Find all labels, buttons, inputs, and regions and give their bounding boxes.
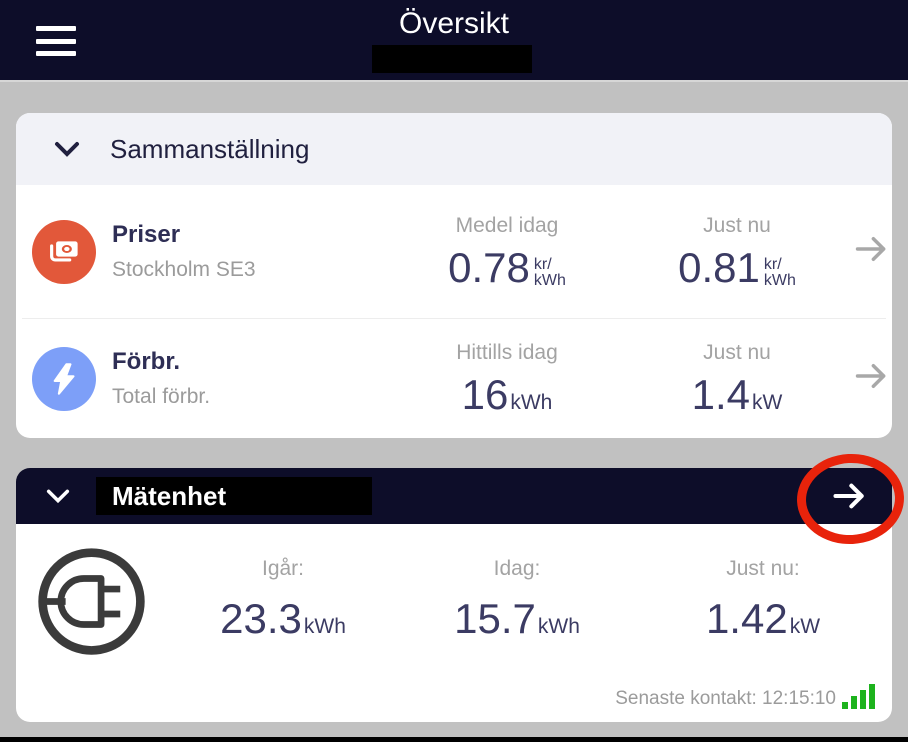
meter-yesterday-unit: kWh <box>303 615 346 638</box>
prices-avg-unit-top: kr/ <box>533 256 552 273</box>
row-divider <box>22 318 886 319</box>
meter-now-label: Just nu: <box>726 557 800 580</box>
meter-yesterday-value: 23.3 <box>220 595 302 642</box>
consumption-today-label: Hittills idag <box>456 341 558 364</box>
prices-title: Priser <box>112 221 181 248</box>
prices-avg-value: 0.78 <box>448 244 530 291</box>
meter-title: Mätenhet <box>112 480 227 511</box>
meter-now-unit: kW <box>789 615 821 638</box>
summary-card-header[interactable]: Sammanställning <box>16 113 892 185</box>
consumption-today-value: 16 <box>461 371 509 418</box>
page-title: Översikt <box>398 7 509 40</box>
consumption-now-value: 1.4 <box>691 371 751 418</box>
meter-now-value: 1.42 <box>705 595 788 642</box>
prices-now-unit-bottom: kWh <box>763 272 796 289</box>
consumption-now-unit: kW <box>752 391 783 414</box>
lightning-icon <box>32 346 96 411</box>
meter-today-unit: kWh <box>537 615 580 638</box>
prices-now-label: Just nu <box>703 214 771 237</box>
consumption-title: Förbr. <box>112 348 181 375</box>
redacted-box <box>372 45 532 73</box>
consumption-today-unit: kWh <box>510 391 553 414</box>
prices-avg-label: Medel idag <box>455 214 559 237</box>
signal-strength-icon <box>842 682 876 710</box>
prices-now-value: 0.81 <box>678 244 760 291</box>
redacted-box: Mätenhet <box>96 477 372 515</box>
consumption-subtitle: Total förbr. <box>112 385 211 408</box>
meter-today-value: 15.7 <box>454 595 536 642</box>
banknote-icon <box>32 219 96 284</box>
app-bar: Översikt <box>0 0 908 82</box>
consumption-row[interactable]: Förbr. Total förbr. Hittills idag 16 kWh… <box>16 319 892 438</box>
prices-subtitle: Stockholm SE3 <box>112 258 256 281</box>
arrow-right-icon[interactable] <box>852 357 890 400</box>
prices-now-unit-top: kr/ <box>763 256 782 273</box>
power-plug-icon <box>16 524 166 722</box>
last-contact-text: Senaste kontakt: 12:15:10 <box>615 688 836 709</box>
summary-card: Sammanställning Priser Stockholm SE3 Med… <box>16 113 892 438</box>
arrow-right-icon[interactable] <box>830 477 868 515</box>
last-contact: Senaste kontakt: 12:15:10 <box>615 682 876 710</box>
hamburger-menu-icon[interactable] <box>36 26 76 56</box>
meter-card-body: Igår: 23.3 kWh Idag: 15.7 kWh Just nu: 1… <box>16 524 892 722</box>
prices-avg-unit-bottom: kWh <box>533 272 566 289</box>
consumption-now-label: Just nu <box>703 341 771 364</box>
arrow-right-icon[interactable] <box>852 230 890 273</box>
prices-row[interactable]: Priser Stockholm SE3 Medel idag 0.78 kr/… <box>16 185 892 318</box>
summary-title: Sammanställning <box>110 133 310 164</box>
chevron-down-icon[interactable] <box>52 134 82 164</box>
meter-card-header[interactable]: Mätenhet <box>16 468 892 524</box>
meter-card: Mätenhet Igår: 23.3 kWh Idag: <box>16 468 892 722</box>
meter-today-label: Idag: <box>493 557 541 580</box>
bottom-bar <box>0 737 908 742</box>
meter-yesterday-label: Igår: <box>261 557 305 580</box>
chevron-down-icon[interactable] <box>44 482 72 510</box>
